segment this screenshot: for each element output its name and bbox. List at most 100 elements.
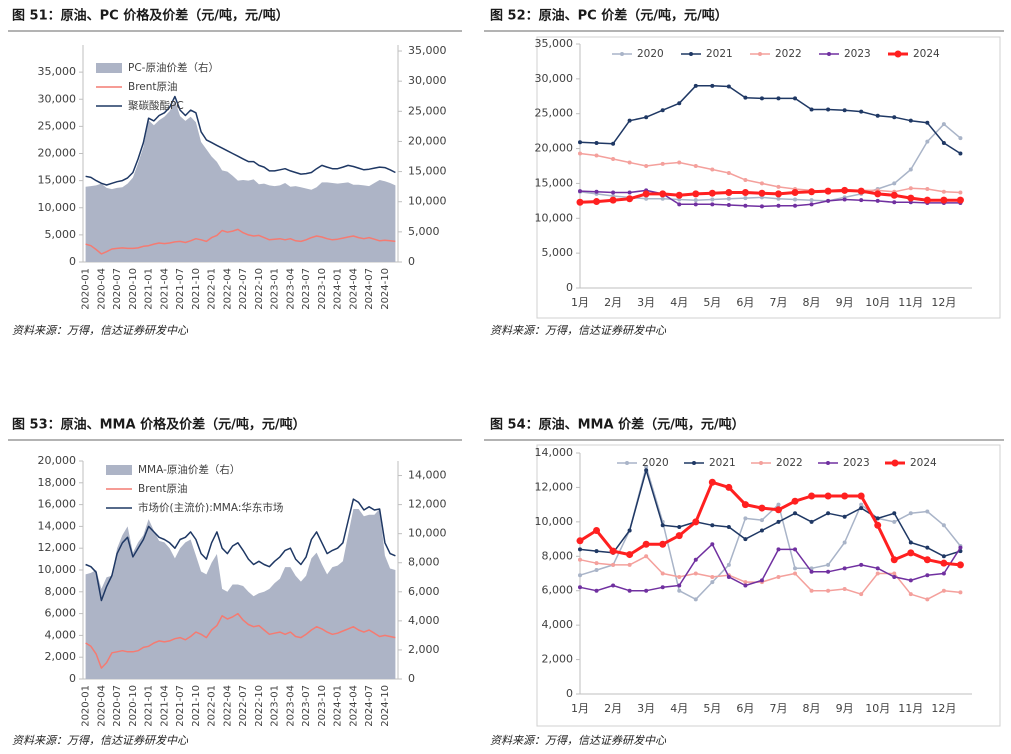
y2-tick-label: 6,000 bbox=[408, 585, 440, 598]
marker bbox=[809, 588, 814, 593]
line bbox=[579, 555, 961, 601]
marker bbox=[677, 588, 682, 593]
legend-marker bbox=[620, 52, 624, 56]
y2-tick-label: 0 bbox=[408, 255, 415, 268]
marker bbox=[611, 157, 616, 162]
y-tick-label: 0 bbox=[566, 281, 573, 294]
marker bbox=[726, 196, 731, 201]
marker bbox=[874, 521, 882, 529]
x-tick-label: 2021-10 bbox=[191, 685, 202, 727]
marker bbox=[710, 523, 715, 528]
x-tick-label: 3月 bbox=[637, 296, 655, 309]
marker bbox=[826, 569, 831, 574]
marker bbox=[758, 189, 766, 197]
marker bbox=[593, 198, 601, 206]
chart-title: 图 51：原油、PC 价格及价差（元/吨，元/吨） bbox=[12, 8, 289, 24]
y2-tick-label: 15,000 bbox=[408, 165, 447, 178]
legend-label: 2024 bbox=[913, 48, 940, 60]
x-tick-label: 2022-04 bbox=[222, 268, 233, 310]
line bbox=[85, 612, 396, 669]
marker bbox=[677, 202, 682, 207]
x-tick-label: 4月 bbox=[670, 296, 688, 309]
marker bbox=[660, 571, 665, 576]
marker bbox=[958, 151, 963, 156]
marker bbox=[758, 504, 766, 512]
marker bbox=[941, 122, 946, 127]
marker bbox=[644, 588, 649, 593]
x-tick-label: 2024-01 bbox=[333, 268, 344, 310]
x-tick-label: 9月 bbox=[836, 702, 854, 715]
x-tick-label: 7月 bbox=[769, 296, 787, 309]
marker bbox=[642, 540, 650, 548]
marker bbox=[693, 164, 698, 168]
y-tick-label: 25,000 bbox=[38, 119, 77, 132]
marker bbox=[809, 569, 814, 574]
x-tick-label: 2023-07 bbox=[301, 685, 312, 727]
y-tick-label: 15,000 bbox=[535, 176, 574, 189]
legend-marker bbox=[894, 50, 902, 58]
x-tick-label: 2020-07 bbox=[112, 268, 123, 310]
marker bbox=[594, 588, 599, 593]
marker bbox=[826, 511, 831, 516]
marker bbox=[578, 573, 582, 578]
marker bbox=[791, 188, 799, 196]
y-tick-label: 12,000 bbox=[38, 541, 77, 554]
marker bbox=[593, 526, 601, 534]
marker bbox=[692, 190, 700, 198]
marker bbox=[859, 198, 864, 203]
marker bbox=[776, 96, 781, 101]
legend-label: 2020 bbox=[642, 457, 669, 469]
legend-marker bbox=[826, 461, 830, 465]
x-tick-label: 10月 bbox=[865, 702, 890, 715]
x-tick-label: 2024-07 bbox=[364, 268, 375, 310]
y-tick-label: 5,000 bbox=[542, 246, 574, 259]
legend-swatch bbox=[106, 465, 132, 475]
x-tick-label: 2022-07 bbox=[238, 268, 249, 310]
x-tick-label: 8月 bbox=[803, 296, 821, 309]
y-tick-label: 35,000 bbox=[535, 37, 574, 50]
marker bbox=[743, 177, 748, 182]
marker bbox=[710, 167, 715, 172]
marker bbox=[743, 583, 748, 588]
y2-tick-label: 30,000 bbox=[408, 74, 447, 87]
legend-label: 市场价(主流价):MMA:华东市场 bbox=[138, 501, 283, 514]
marker bbox=[726, 84, 731, 89]
marker bbox=[626, 195, 634, 203]
marker bbox=[908, 540, 913, 545]
marker bbox=[642, 190, 650, 198]
legend-label: 2021 bbox=[706, 48, 733, 60]
y2-tick-label: 5,000 bbox=[408, 225, 440, 238]
x-tick-label: 2024-10 bbox=[380, 685, 391, 727]
marker bbox=[892, 571, 897, 576]
x-tick-label: 2020-10 bbox=[128, 685, 139, 727]
marker bbox=[743, 95, 748, 100]
y-tick-label: 18,000 bbox=[38, 476, 77, 489]
marker bbox=[793, 203, 798, 208]
marker bbox=[743, 196, 748, 201]
y-tick-label: 4,000 bbox=[542, 618, 574, 631]
marker bbox=[842, 566, 847, 571]
area bbox=[85, 509, 396, 679]
marker bbox=[677, 160, 682, 165]
marker bbox=[776, 519, 781, 524]
chart-title: 图 52：原油、PC 价差（元/吨，元/吨） bbox=[490, 8, 728, 24]
x-tick-label: 2024-04 bbox=[348, 685, 359, 727]
marker bbox=[611, 190, 616, 195]
legend-label: 聚碳酸酯PC bbox=[128, 99, 184, 112]
marker bbox=[626, 551, 634, 559]
x-tick-label: 12月 bbox=[931, 296, 956, 309]
x-tick-label: 6月 bbox=[736, 702, 754, 715]
marker bbox=[660, 108, 665, 113]
marker bbox=[594, 561, 599, 566]
marker bbox=[627, 528, 632, 533]
marker bbox=[892, 181, 897, 186]
marker bbox=[627, 190, 632, 195]
marker bbox=[809, 202, 814, 207]
area bbox=[85, 100, 396, 262]
line bbox=[579, 189, 961, 208]
legend-swatch bbox=[96, 63, 122, 73]
marker bbox=[892, 200, 897, 205]
x-tick-label: 2022-10 bbox=[254, 268, 265, 310]
y-tick-label: 12,000 bbox=[535, 480, 574, 493]
x-tick-label: 10月 bbox=[865, 296, 890, 309]
